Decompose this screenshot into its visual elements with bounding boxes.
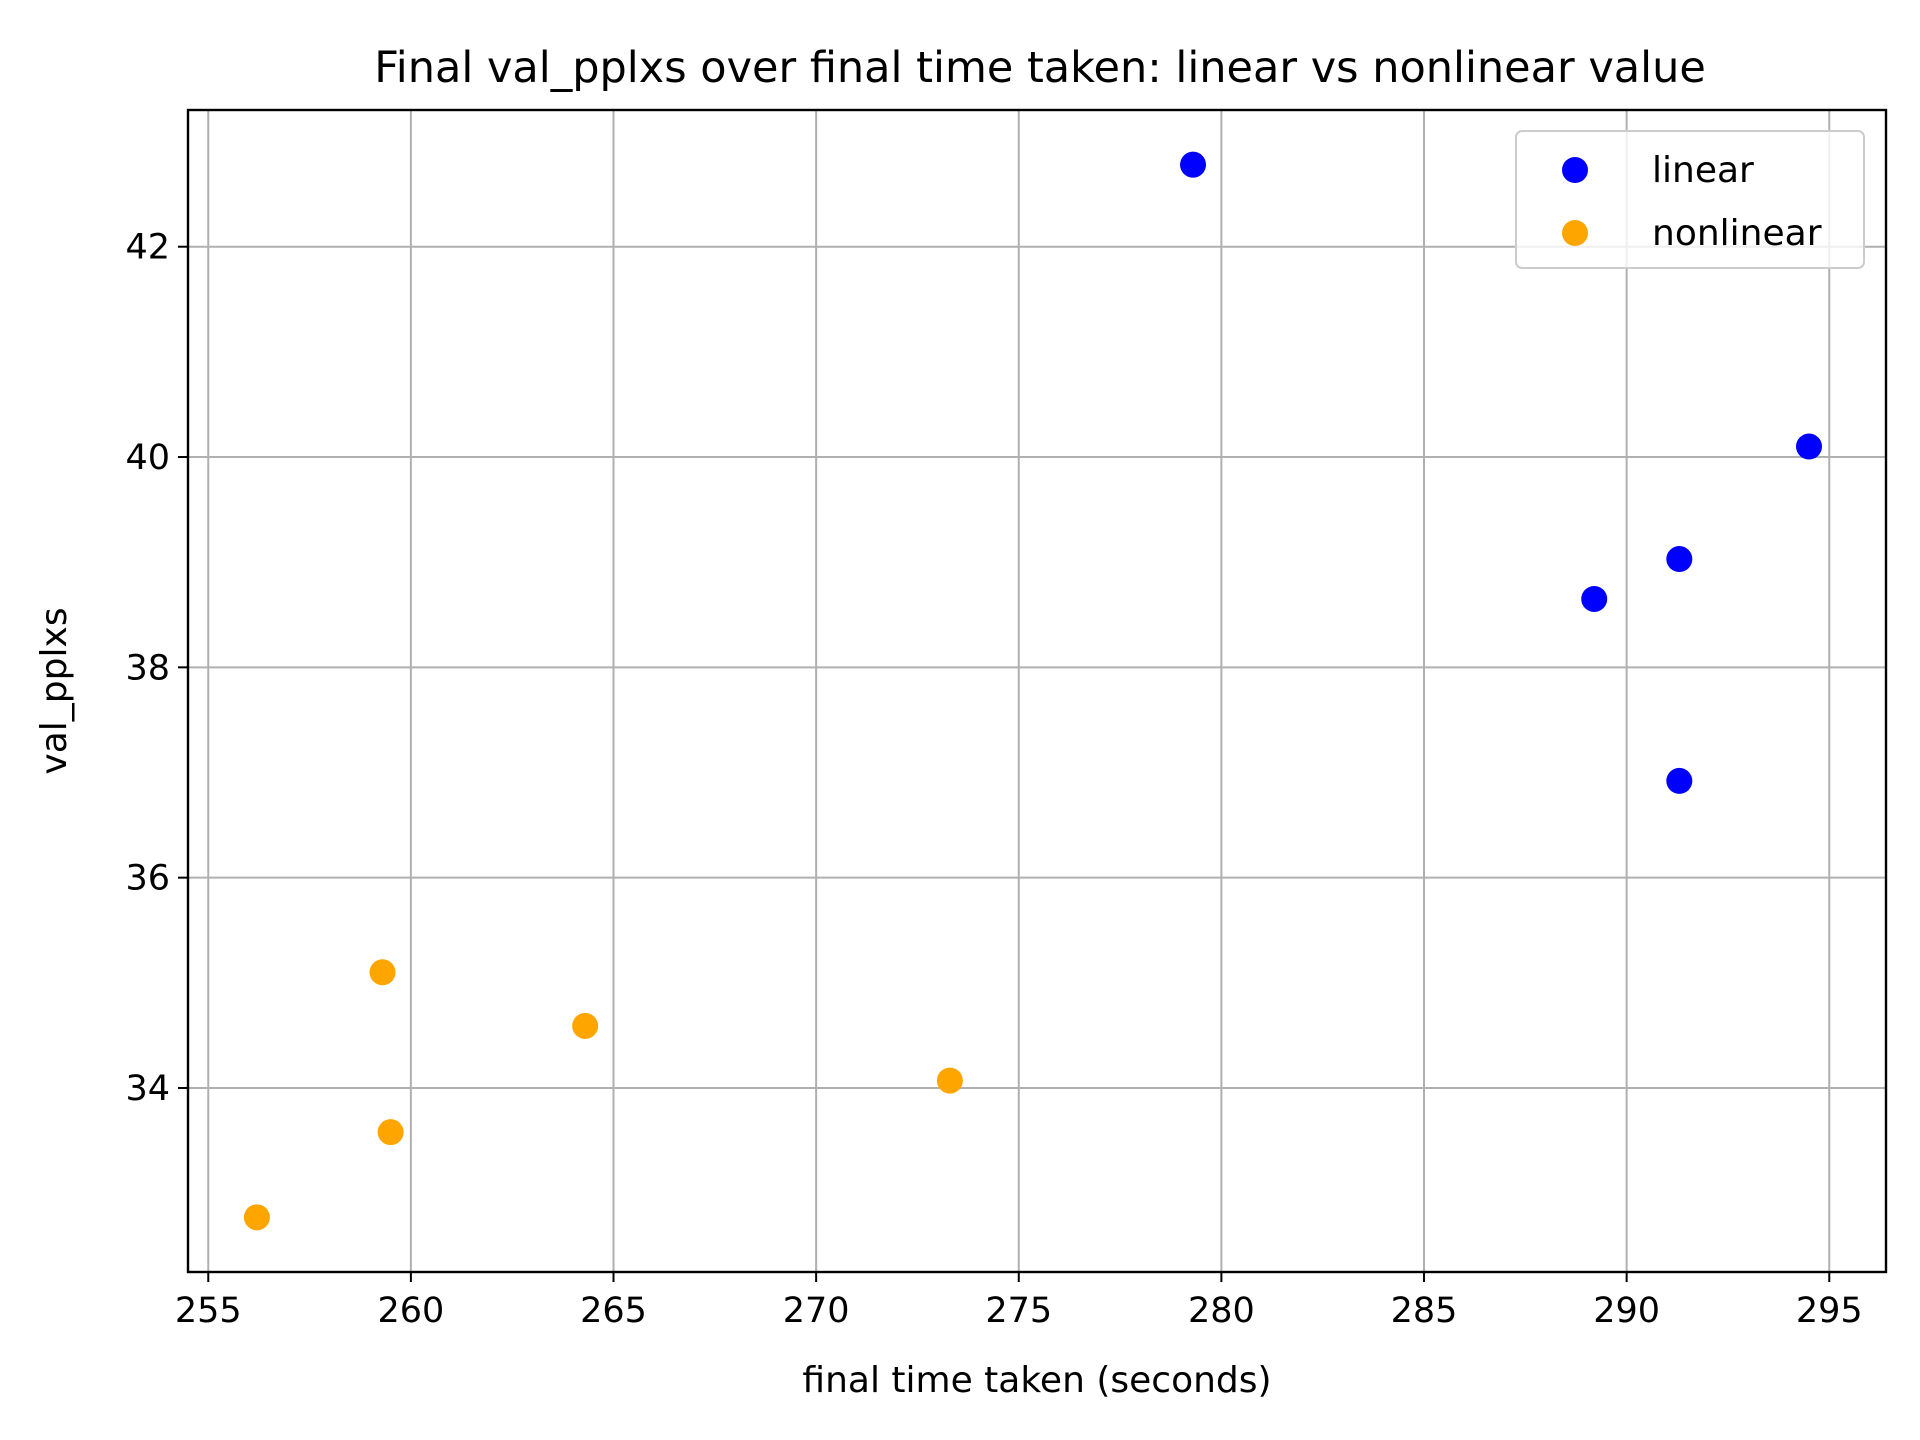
legend-label-nonlinear: nonlinear	[1652, 213, 1822, 254]
x-tick-label: 270	[783, 1291, 850, 1331]
axis-ticks: 255 260 265 270 275 280 285 290 295 34 36 38 40 42	[125, 228, 1862, 1331]
data-points	[243, 151, 1823, 1231]
x-tick-label: 280	[1188, 1291, 1255, 1331]
y-tick-label: 42	[125, 228, 170, 268]
nonlinear-point	[369, 959, 396, 986]
y-tick-label: 40	[125, 438, 170, 478]
x-tick-label: 265	[580, 1291, 647, 1331]
legend-label-linear: linear	[1652, 150, 1754, 191]
plot-frame	[186, 108, 1888, 1274]
legend: linear nonlinear	[1515, 130, 1865, 269]
chart-title: Final val_pplxs over final time taken: l…	[374, 43, 1706, 93]
legend-box	[1515, 130, 1865, 269]
x-tick-label: 290	[1593, 1291, 1660, 1331]
legend-marker-nonlinear	[1562, 220, 1588, 246]
legend-marker-linear	[1562, 157, 1588, 183]
nonlinear-point	[243, 1204, 270, 1231]
linear-point	[1666, 546, 1693, 573]
grid	[188, 110, 1886, 1272]
x-tick-label: 275	[985, 1291, 1052, 1331]
linear-point	[1796, 433, 1823, 460]
y-tick-label: 34	[125, 1069, 170, 1109]
x-tick-label: 295	[1796, 1291, 1863, 1331]
y-tick-label: 36	[125, 859, 170, 899]
nonlinear-point	[572, 1012, 599, 1039]
linear-point	[1666, 767, 1693, 794]
x-tick-label: 260	[377, 1291, 444, 1331]
nonlinear-point	[936, 1067, 963, 1094]
linear-point	[1180, 151, 1207, 178]
x-tick-label: 285	[1391, 1291, 1458, 1331]
linear-point	[1581, 585, 1608, 612]
nonlinear-point	[377, 1119, 404, 1146]
y-tick-label: 38	[125, 648, 170, 688]
x-tick-label: 255	[175, 1291, 242, 1331]
x-axis-label: final time taken (seconds)	[802, 1360, 1271, 1401]
y-axis-label: val_pplxs	[34, 607, 75, 774]
